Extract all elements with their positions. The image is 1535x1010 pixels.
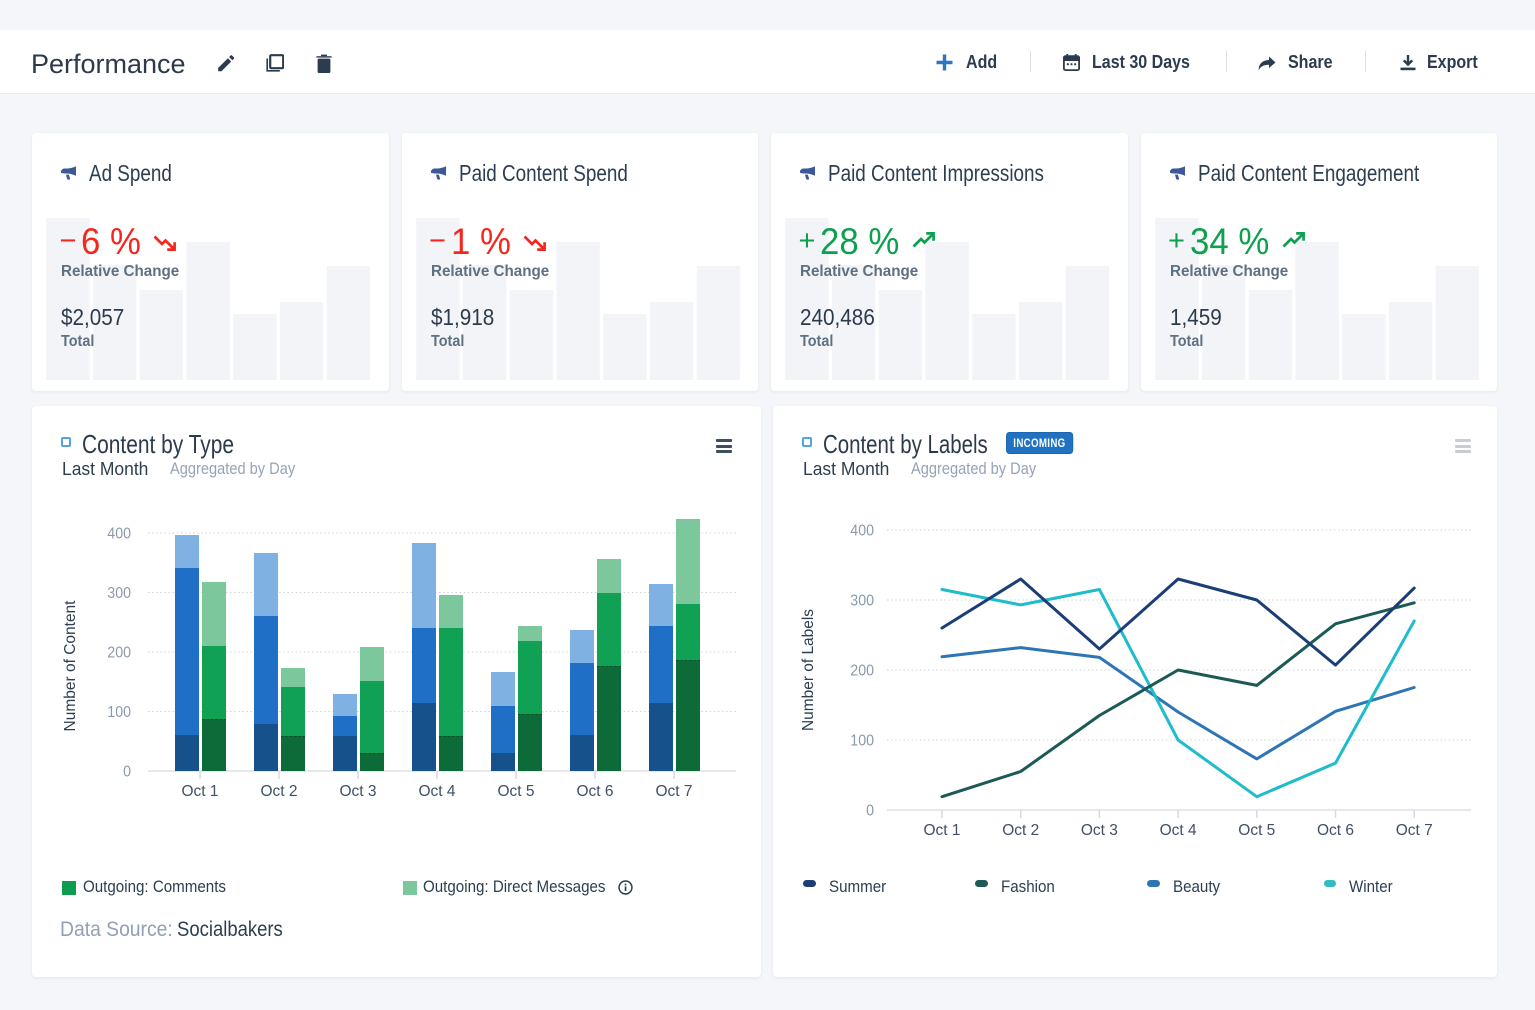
svg-text:Oct 4: Oct 4	[419, 783, 456, 800]
svg-text:Number of Labels: Number of Labels	[800, 609, 817, 731]
svg-text:300: 300	[107, 585, 131, 602]
svg-text:100: 100	[850, 733, 874, 750]
svg-text:0: 0	[866, 803, 874, 820]
svg-text:Oct 6: Oct 6	[1317, 822, 1354, 839]
svg-text:Oct 7: Oct 7	[656, 783, 693, 800]
svg-text:Oct 4: Oct 4	[1160, 822, 1197, 839]
svg-text:400: 400	[107, 526, 131, 543]
svg-text:Oct 3: Oct 3	[340, 783, 377, 800]
svg-text:Oct 1: Oct 1	[924, 822, 961, 839]
svg-text:100: 100	[107, 704, 131, 721]
svg-text:200: 200	[107, 645, 131, 662]
svg-text:400: 400	[850, 523, 874, 540]
svg-text:300: 300	[850, 593, 874, 610]
svg-text:Oct 7: Oct 7	[1396, 822, 1433, 839]
svg-text:Oct 2: Oct 2	[261, 783, 298, 800]
svg-text:Oct 6: Oct 6	[577, 783, 614, 800]
svg-text:Oct 2: Oct 2	[1002, 822, 1039, 839]
svg-text:Oct 1: Oct 1	[182, 783, 219, 800]
svg-text:Oct 3: Oct 3	[1081, 822, 1118, 839]
svg-text:0: 0	[123, 764, 131, 781]
svg-text:200: 200	[850, 663, 874, 680]
svg-text:Oct 5: Oct 5	[1238, 822, 1275, 839]
svg-text:Oct 5: Oct 5	[498, 783, 535, 800]
svg-text:Number of Content: Number of Content	[62, 600, 79, 732]
